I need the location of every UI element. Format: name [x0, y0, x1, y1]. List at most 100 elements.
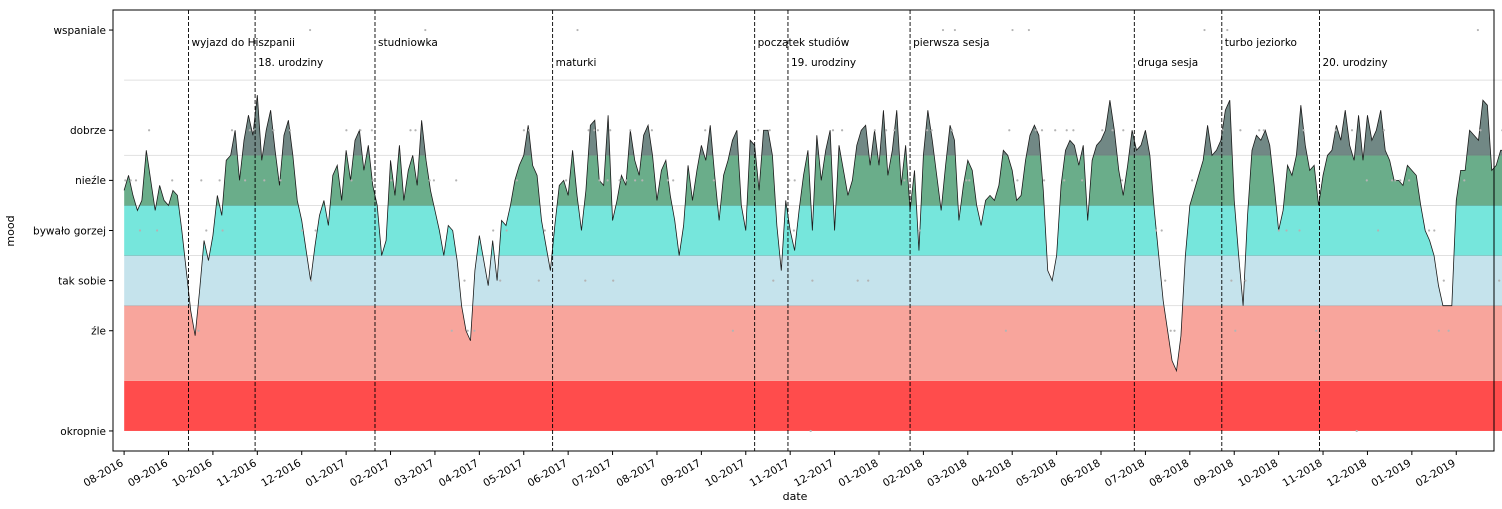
- raw-point: [463, 279, 466, 282]
- raw-point: [811, 279, 814, 282]
- raw-point: [1122, 129, 1125, 132]
- raw-point: [793, 179, 796, 182]
- x-axis-label: date: [783, 490, 808, 503]
- raw-point: [138, 229, 142, 232]
- raw-point: [1173, 329, 1176, 332]
- raw-point: [629, 129, 632, 132]
- band-okropnie: [124, 380, 1502, 431]
- raw-point: [1258, 129, 1261, 132]
- y-tick-label: źle: [91, 326, 106, 338]
- y-axis-label: mood: [4, 215, 17, 246]
- y-tick-label: tak sobie: [58, 275, 106, 287]
- raw-point: [1226, 28, 1229, 32]
- raw-point: [515, 179, 519, 182]
- raw-point: [1191, 179, 1194, 182]
- raw-point: [492, 229, 495, 232]
- event-label: wyjazd do Hiszpanii: [191, 37, 294, 49]
- raw-point: [704, 129, 707, 132]
- raw-point: [1239, 129, 1242, 132]
- raw-point: [831, 129, 835, 132]
- raw-point: [1382, 129, 1385, 132]
- raw-point: [768, 129, 771, 132]
- raw-point: [596, 129, 600, 132]
- raw-point: [314, 229, 317, 232]
- raw-point: [1040, 129, 1044, 132]
- raw-point: [1442, 279, 1445, 282]
- event-label: 19. urodziny: [791, 57, 856, 69]
- raw-point: [424, 28, 427, 32]
- raw-point: [1437, 329, 1440, 332]
- raw-point: [1016, 179, 1019, 182]
- raw-point: [244, 179, 247, 182]
- raw-point: [612, 279, 615, 282]
- event-label: początek studiów: [758, 37, 850, 49]
- raw-point: [129, 179, 132, 182]
- raw-point: [565, 179, 568, 182]
- raw-point: [205, 229, 208, 232]
- raw-point: [584, 279, 587, 282]
- raw-point: [731, 329, 735, 332]
- raw-point: [370, 129, 373, 132]
- event-label: turbo jeziorko: [1225, 37, 1297, 49]
- raw-point: [310, 279, 313, 282]
- raw-point: [272, 129, 275, 132]
- raw-point: [1230, 279, 1233, 282]
- raw-point: [1043, 179, 1046, 182]
- raw-point: [672, 179, 675, 182]
- raw-point: [641, 179, 644, 182]
- raw-point: [1428, 229, 1431, 232]
- raw-point: [1244, 279, 1247, 282]
- raw-point: [606, 179, 609, 182]
- raw-point: [1081, 179, 1084, 182]
- raw-point: [576, 28, 579, 32]
- raw-point: [1027, 28, 1030, 32]
- raw-point: [1262, 129, 1265, 132]
- raw-point: [1315, 329, 1318, 332]
- raw-point: [428, 179, 431, 182]
- raw-point: [867, 279, 870, 282]
- raw-point: [1164, 279, 1167, 282]
- band-źle: [124, 305, 1502, 381]
- raw-point: [505, 229, 508, 232]
- raw-point: [522, 129, 526, 132]
- raw-point: [1479, 129, 1482, 132]
- raw-point: [499, 279, 502, 282]
- raw-point: [1394, 179, 1397, 182]
- raw-point: [450, 329, 453, 332]
- raw-point: [609, 129, 612, 132]
- raw-point: [1355, 429, 1358, 433]
- event-label: 18. urodziny: [258, 57, 323, 69]
- raw-point: [432, 179, 435, 182]
- raw-point: [455, 179, 458, 182]
- raw-mood-points: [124, 28, 1502, 433]
- raw-point: [1433, 229, 1436, 232]
- raw-point: [885, 129, 888, 132]
- raw-point: [1169, 329, 1172, 332]
- raw-point: [414, 129, 417, 132]
- raw-point: [543, 229, 546, 232]
- raw-point: [788, 179, 791, 182]
- raw-point: [1334, 129, 1337, 132]
- raw-point: [1111, 129, 1114, 132]
- raw-point: [1004, 329, 1008, 332]
- raw-point: [953, 28, 957, 32]
- raw-point: [893, 129, 896, 132]
- raw-point: [1350, 129, 1354, 132]
- raw-point: [288, 129, 292, 132]
- raw-point: [1054, 129, 1057, 132]
- raw-point: [156, 229, 159, 232]
- raw-point: [371, 179, 374, 182]
- raw-point: [1008, 129, 1011, 132]
- raw-point: [1447, 329, 1450, 332]
- raw-point: [968, 179, 971, 182]
- raw-point: [248, 129, 251, 132]
- raw-point: [345, 129, 348, 132]
- y-tick-label: bywało gorzej: [33, 225, 106, 237]
- raw-point: [197, 329, 200, 332]
- raw-point: [1365, 179, 1368, 182]
- y-tick-label: nieźle: [75, 175, 106, 187]
- y-tick-label: dobrze: [70, 125, 106, 137]
- raw-point: [252, 129, 255, 132]
- raw-point: [593, 129, 596, 132]
- raw-point: [390, 179, 393, 182]
